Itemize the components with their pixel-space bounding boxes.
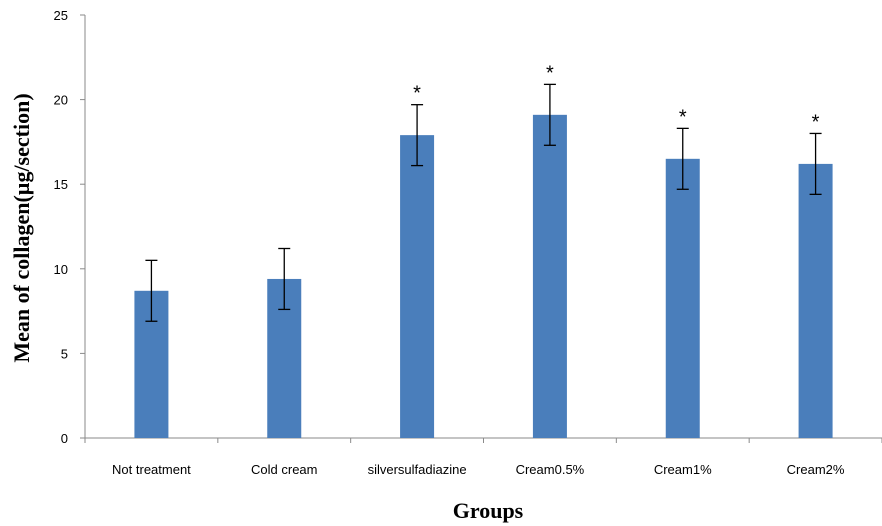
x-tick-label: Cream0.5% bbox=[516, 462, 585, 477]
y-tick-label: 0 bbox=[61, 431, 68, 446]
y-tick-label: 20 bbox=[54, 93, 68, 108]
x-tick-label: Cream1% bbox=[654, 462, 712, 477]
significance-marker: * bbox=[546, 62, 554, 84]
y-axis-title: Mean of collagen(µg/section) bbox=[9, 93, 34, 362]
x-tick-label: Cream2% bbox=[787, 462, 845, 477]
significance-marker: * bbox=[679, 106, 687, 128]
x-tick-label: silversulfadiazine bbox=[368, 462, 467, 477]
bar bbox=[400, 135, 435, 438]
bar bbox=[532, 114, 567, 438]
y-tick-label: 5 bbox=[61, 346, 68, 361]
y-tick-label: 10 bbox=[54, 262, 68, 277]
x-tick-label: Not treatment bbox=[112, 462, 191, 477]
significance-marker: * bbox=[413, 83, 421, 105]
y-tick-label: 25 bbox=[54, 8, 68, 23]
significance-marker: * bbox=[812, 111, 820, 133]
y-tick-label: 15 bbox=[54, 177, 68, 192]
plot-area: 0 5 10 15 20 25 Not treatment Cold cream silvers… bbox=[54, 8, 882, 477]
bar bbox=[798, 163, 833, 438]
bar bbox=[665, 158, 700, 438]
x-axis-title: Groups bbox=[453, 498, 524, 523]
x-tick-label: Cold cream bbox=[251, 462, 317, 477]
